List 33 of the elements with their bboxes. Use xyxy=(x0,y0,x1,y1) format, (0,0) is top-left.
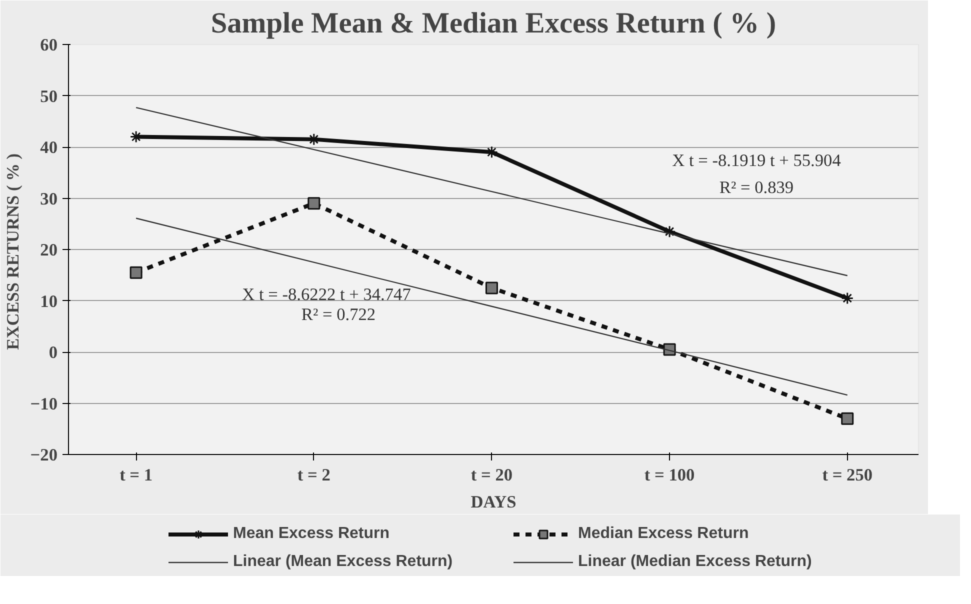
legend-label: Median Excess Return xyxy=(578,525,750,543)
x-tick-label: t = 2 xyxy=(297,466,330,484)
point xyxy=(663,225,676,238)
x-axis-title: DAYS xyxy=(470,492,516,512)
y-tick-label: 0 xyxy=(48,343,58,362)
x-tick-label: t = 1 xyxy=(120,466,153,484)
point xyxy=(485,282,498,294)
legend-label: Linear (Median Excess Return) xyxy=(578,553,813,571)
point xyxy=(841,412,854,425)
chart-title: Sample Mean & Median Excess Return ( % ) xyxy=(210,8,776,40)
y-tick-label: 50 xyxy=(40,86,58,106)
annotation: R² = 0.722 xyxy=(301,305,376,324)
y-tick-label: 40 xyxy=(40,138,58,157)
legend-label: Mean Excess Return xyxy=(233,525,391,543)
x-tick-label: t = 20 xyxy=(470,466,513,484)
y-tick-label: 30 xyxy=(40,189,58,208)
annotation: X t = -8.1919 t + 55.904 xyxy=(672,151,842,170)
y-tick-label: 60 xyxy=(40,36,58,54)
legend-label: Linear (Mean Excess Return) xyxy=(233,553,454,571)
y-axis-title: EXCESS RETURNS ( % ) xyxy=(3,153,22,350)
annotation: R² = 0.839 xyxy=(719,178,794,197)
point xyxy=(130,266,142,279)
y-tick-label: −20 xyxy=(30,446,58,464)
point xyxy=(841,292,854,304)
x-tick-label: t = 100 xyxy=(644,466,695,484)
line-series xyxy=(135,218,848,396)
x-tick-label: t = 250 xyxy=(822,466,873,484)
y-tick-label: 20 xyxy=(40,240,58,260)
point xyxy=(308,197,320,210)
line-series xyxy=(135,106,848,276)
y-tick-label: 10 xyxy=(40,292,58,311)
y-tick-label: −10 xyxy=(30,394,58,414)
annotation: X t = -8.6222 t + 34.747 xyxy=(242,285,412,304)
